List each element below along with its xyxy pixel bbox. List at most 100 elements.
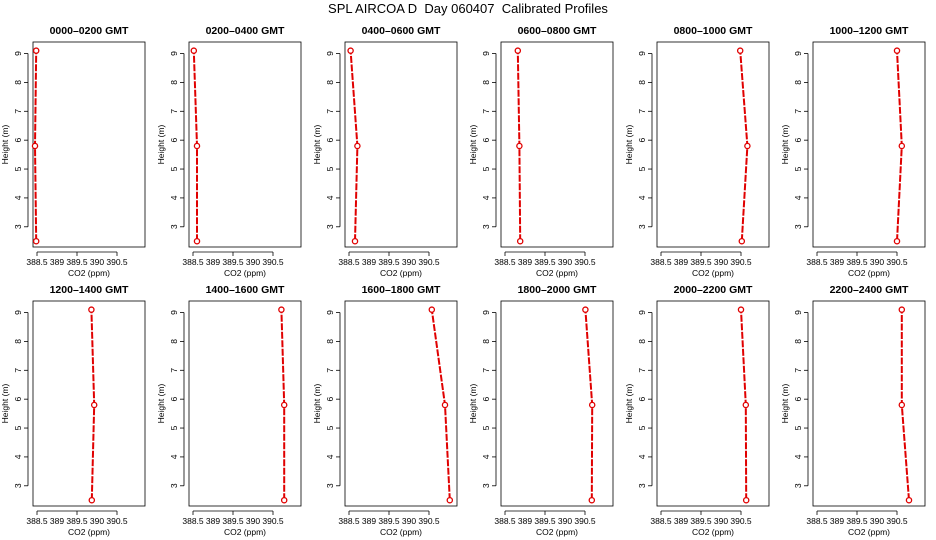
x-tick-label: 389: [362, 257, 376, 267]
y-tick-label: 5: [637, 166, 647, 171]
data-point: [278, 306, 285, 313]
data-point: [905, 496, 913, 504]
y-tick-label: 7: [169, 109, 179, 114]
x-tick-label: 390: [714, 257, 728, 267]
y-tick-label: 8: [169, 339, 179, 344]
data-point: [446, 496, 454, 504]
x-tick-label: 390: [558, 257, 572, 267]
y-tick-label: 4: [793, 454, 803, 459]
data-point: [90, 401, 98, 409]
x-tick-label: 390: [246, 257, 260, 267]
y-tick-label: 9: [169, 310, 179, 315]
x-tick-label: 390.5: [574, 257, 596, 267]
x-tick-label: 389: [206, 257, 220, 267]
x-tick-label: 389: [674, 516, 688, 526]
y-tick-label: 7: [637, 368, 647, 373]
panel-title: 0600–0800 GMT: [518, 25, 597, 37]
x-tick-label: 389.5: [66, 257, 88, 267]
y-tick-label: 8: [793, 80, 803, 85]
y-tick-label: 4: [637, 195, 647, 200]
x-tick-label: 390: [558, 516, 572, 526]
data-point: [898, 401, 906, 409]
x-tick-label: 390.5: [730, 257, 752, 267]
panel-title: 0200–0400 GMT: [206, 25, 285, 37]
panel-title: 1000–1200 GMT: [830, 25, 909, 37]
y-tick-label: 8: [481, 339, 491, 344]
y-tick-label: 5: [169, 166, 179, 171]
plot-frame: [812, 300, 926, 507]
y-tick-label: 4: [325, 454, 335, 459]
y-tick-label: 4: [169, 454, 179, 459]
data-point: [516, 142, 523, 150]
panel-title: 1400–1600 GMT: [206, 284, 285, 296]
y-tick-label: 6: [793, 138, 803, 143]
x-tick-label: 390.5: [262, 516, 284, 526]
data-point: [347, 47, 354, 54]
y-tick-label: 8: [13, 80, 23, 85]
y-axis-label: Height (m): [780, 125, 790, 165]
x-tick-label: 390: [870, 516, 884, 526]
y-tick-label: 7: [793, 368, 803, 373]
y-tick-label: 4: [13, 454, 23, 459]
plot-frame: [344, 300, 458, 507]
x-tick-label: 390.5: [262, 257, 284, 267]
x-tick-label: 389.5: [534, 516, 556, 526]
y-tick-label: 6: [13, 138, 23, 143]
y-tick-label: 3: [13, 483, 23, 488]
y-tick-label: 6: [325, 138, 335, 143]
x-tick-label: 390.5: [418, 257, 440, 267]
x-axis-label: CO2 (ppm): [380, 268, 422, 278]
data-point: [351, 237, 359, 245]
x-tick-label: 388.5: [338, 257, 360, 267]
data-point: [744, 142, 751, 150]
data-point: [588, 496, 596, 504]
x-tick-label: 389: [206, 516, 220, 526]
data-point: [88, 306, 95, 313]
data-point: [193, 237, 201, 245]
panel-title: 1600–1800 GMT: [362, 284, 441, 296]
plot-frame: [188, 300, 302, 507]
x-axis-label: CO2 (ppm): [224, 268, 266, 278]
data-point: [893, 47, 901, 54]
y-tick-label: 3: [481, 483, 491, 488]
y-tick-label: 7: [13, 109, 23, 114]
y-tick-label: 7: [325, 368, 335, 373]
y-tick-label: 6: [481, 138, 491, 143]
y-tick-label: 8: [793, 339, 803, 344]
page-title: SPL AIRCOA D Day 060407 Calibrated Profi…: [328, 1, 608, 16]
y-axis-label: Height (m): [468, 125, 478, 165]
y-tick-label: 3: [169, 483, 179, 488]
y-tick-label: 5: [481, 425, 491, 430]
y-tick-label: 8: [325, 80, 335, 85]
x-axis-label: CO2 (ppm): [848, 268, 890, 278]
data-point: [742, 401, 750, 409]
y-tick-label: 8: [637, 80, 647, 85]
x-tick-label: 388.5: [182, 257, 204, 267]
y-tick-label: 9: [793, 51, 803, 56]
data-point: [190, 47, 198, 54]
y-tick-label: 3: [793, 224, 803, 229]
y-tick-label: 3: [637, 483, 647, 488]
y-tick-label: 6: [481, 397, 491, 402]
plot-frame: [500, 41, 614, 248]
y-tick-label: 9: [637, 51, 647, 56]
x-tick-label: 389: [830, 516, 844, 526]
x-tick-label: 388.5: [182, 516, 204, 526]
data-point: [516, 237, 524, 245]
y-tick-label: 5: [13, 166, 23, 171]
y-axis-label: Height (m): [780, 384, 790, 424]
y-tick-label: 4: [481, 195, 491, 200]
y-tick-label: 6: [637, 397, 647, 402]
data-point: [736, 47, 744, 54]
y-tick-label: 9: [169, 51, 179, 56]
x-tick-label: 389: [50, 257, 64, 267]
plot-frame: [656, 41, 770, 248]
data-point: [898, 306, 906, 313]
y-tick-label: 3: [13, 224, 23, 229]
x-tick-label: 389.5: [846, 257, 868, 267]
y-tick-label: 9: [637, 310, 647, 315]
